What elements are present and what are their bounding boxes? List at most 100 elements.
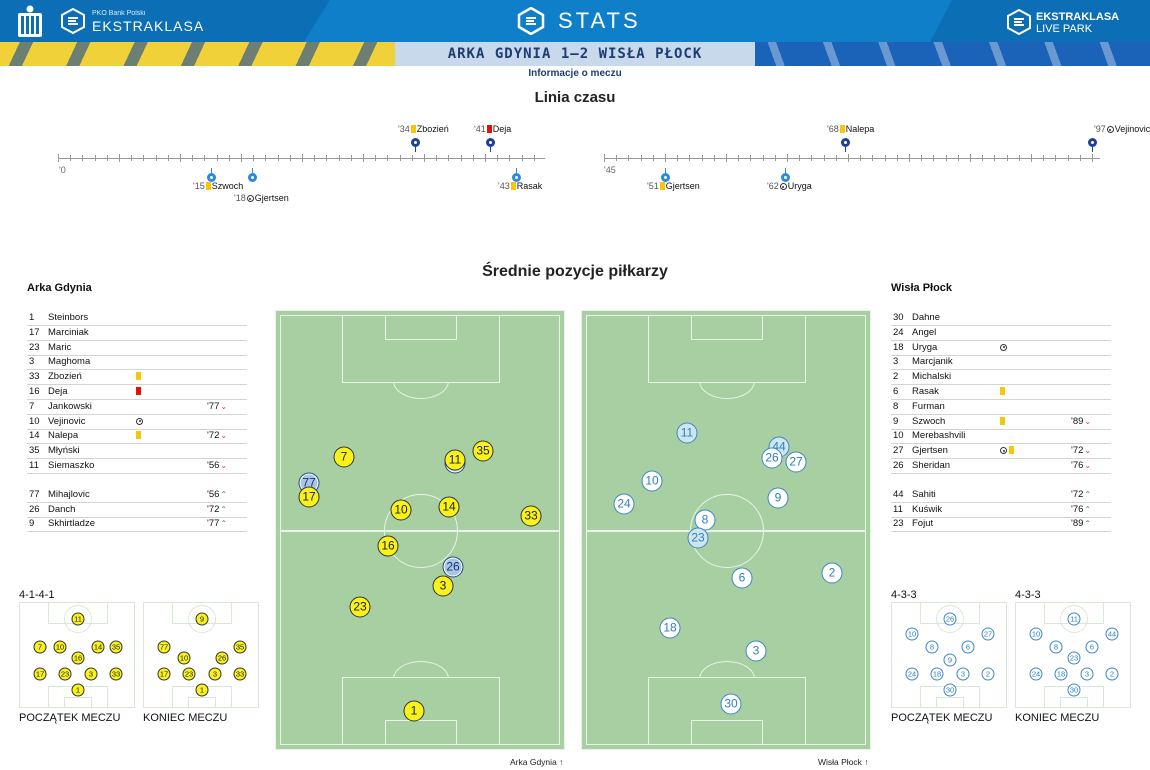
pin-head — [1088, 138, 1097, 147]
roster-row[interactable]: 35 Młyński — [27, 444, 247, 460]
home-player-dot[interactable]: 26 — [442, 556, 464, 578]
event-minute: '43 — [498, 181, 510, 191]
home-start-caption[interactable]: POCZĄTEK MECZU — [19, 712, 121, 724]
timeline-pin-e43[interactable] — [512, 168, 521, 182]
home-player-dot[interactable]: 1 — [403, 700, 425, 722]
substitution-in: '89⌃ — [1071, 517, 1091, 531]
timeline-tick — [689, 155, 690, 161]
home-player-dot[interactable]: 14 — [438, 496, 460, 518]
home-player-dot[interactable]: 3 — [432, 575, 454, 597]
roster-row[interactable]: 30 Dahne — [891, 311, 1111, 326]
away-player-dot[interactable]: 6 — [731, 567, 753, 589]
timeline-event-label[interactable]: '15 Szwoch — [193, 181, 243, 191]
sub-minute: '56 — [207, 460, 220, 471]
roster-row[interactable]: 18 Uryga — [891, 341, 1111, 356]
player-number: 23 — [893, 518, 904, 530]
live-park-line-2: LIVE PARK — [1036, 23, 1093, 35]
yellow-card-icon — [839, 125, 845, 133]
timeline-event-label[interactable]: '43 Rasak — [498, 181, 542, 191]
roster-sub-row[interactable]: 44 Sahiti '72⌃ — [891, 488, 1111, 503]
away-player-dot[interactable]: 27 — [785, 451, 807, 473]
timeline-tick — [290, 155, 291, 161]
home-player-dot[interactable]: 11 — [444, 449, 466, 471]
home-player-dot[interactable]: 7 — [333, 446, 355, 468]
timeline-pin-e41[interactable] — [486, 138, 495, 152]
timeline-tick — [156, 155, 157, 161]
timeline-event-label[interactable]: '62 Uryga — [767, 181, 812, 191]
mini-goal-bottom — [936, 697, 964, 708]
roster-row[interactable]: 27 Gjertsen '72⌄ — [891, 444, 1111, 460]
roster-sub-row[interactable]: 26 Danch '72⌃ — [27, 503, 247, 518]
roster-sub-row[interactable]: 23 Fojut '89⌃ — [891, 517, 1111, 533]
roster-sub-row[interactable]: 77 Mihajlovic '56⌃ — [27, 488, 247, 503]
timeline-pin-e18[interactable] — [248, 168, 257, 182]
roster-row[interactable]: 10 Vejinovic — [27, 415, 247, 430]
roster-row[interactable]: 1 Steinbors — [27, 311, 247, 326]
timeline-tick — [641, 155, 642, 161]
roster-row[interactable]: 23 Maric — [27, 341, 247, 356]
timeline-tick — [1068, 155, 1069, 161]
away-player-dot[interactable]: 9 — [767, 487, 789, 509]
home-end-caption[interactable]: KONIEC MECZU — [143, 712, 228, 724]
pko-logo-icon[interactable] — [18, 5, 42, 37]
timeline-event-label[interactable]: '51 Gjertsen — [647, 181, 700, 191]
roster-row[interactable]: 11 Siemaszko '56⌄ — [27, 459, 247, 474]
timeline-pin-e34[interactable] — [411, 138, 420, 152]
roster-sub-row[interactable]: 9 Skhirtladze '77⌃ — [27, 517, 247, 533]
roster-row[interactable]: 7 Jankowski '77⌄ — [27, 400, 247, 415]
home-player-dot[interactable]: 16 — [377, 535, 399, 557]
roster-row[interactable]: 10 Merebashvili — [891, 429, 1111, 445]
timeline-event-label[interactable]: '18 Gjertsen — [234, 193, 289, 203]
home-player-dot[interactable]: 23 — [349, 596, 371, 618]
timeline-event-label[interactable]: '34 Zbozień — [398, 124, 449, 134]
roster-row[interactable]: 9 Szwoch '89⌄ — [891, 415, 1111, 430]
timeline-tick — [726, 154, 727, 162]
away-player-dot[interactable]: 2 — [821, 562, 843, 584]
player-event-icons — [999, 415, 1006, 429]
roster-sub-row[interactable]: 11 Kuświk '76⌃ — [891, 503, 1111, 518]
timeline-tick — [775, 155, 776, 161]
timeline-event-label[interactable]: '68 Nalepa — [827, 124, 874, 134]
home-player-dot[interactable]: 35 — [472, 440, 494, 462]
live-park-logo-icon[interactable] — [1006, 9, 1032, 35]
away-player-dot[interactable]: 18 — [659, 617, 681, 639]
away-player-dot[interactable]: 11 — [676, 422, 698, 444]
home-player-dot[interactable]: 10 — [390, 499, 412, 521]
roster-row[interactable]: 3 Marcjanik — [891, 355, 1111, 371]
timeline-event-label[interactable]: '97 Vejinovic — [1094, 124, 1150, 134]
timeline-pin-e51[interactable] — [661, 168, 670, 182]
roster-row[interactable]: 2 Michalski — [891, 370, 1111, 386]
match-info-link[interactable]: Informacje o meczu — [528, 68, 622, 79]
away-start-caption[interactable]: POCZĄTEK MECZU — [891, 712, 993, 724]
roster-row[interactable]: 6 Rasak — [891, 385, 1111, 400]
home-player-dot[interactable]: 33 — [520, 505, 542, 527]
home-formation-dot: 17 — [33, 667, 47, 681]
away-end-caption[interactable]: KONIEC MECZU — [1015, 712, 1100, 724]
away-player-dot[interactable]: 24 — [613, 493, 635, 515]
timeline-event-label[interactable]: '41 Deja — [474, 124, 511, 134]
home-player-dot[interactable]: 17 — [298, 486, 320, 508]
roster-row[interactable]: 24 Angel — [891, 326, 1111, 341]
chevron-up-icon: ⌃ — [220, 504, 228, 514]
timeline-pin-e97[interactable] — [1088, 138, 1097, 152]
roster-row[interactable]: 26 Sheridan '76⌄ — [891, 459, 1111, 474]
away-player-dot[interactable]: 30 — [720, 693, 742, 715]
top-header: PKO Bank Polski EKSTRAKLASA STATS EKSTRA… — [0, 0, 1150, 42]
player-name: Furman — [912, 400, 945, 412]
timeline-pin-e68[interactable] — [841, 138, 850, 152]
roster-row[interactable]: 33 Zbozień — [27, 370, 247, 386]
roster-row[interactable]: 8 Furman — [891, 400, 1111, 415]
ekstraklasa-logo-icon[interactable] — [60, 8, 86, 34]
timeline-pin-e15[interactable] — [207, 168, 216, 182]
roster-row[interactable]: 14 Nalepa '72⌄ — [27, 429, 247, 445]
away-player-dot[interactable]: 3 — [745, 640, 767, 662]
away-player-dot[interactable]: 23 — [687, 527, 709, 549]
roster-row[interactable]: 3 Maghoma — [27, 355, 247, 371]
timeline-pin-e62[interactable] — [781, 168, 790, 182]
sub-minute: '72 — [207, 430, 220, 442]
roster-row[interactable]: 17 Marciniak — [27, 326, 247, 341]
chevron-down-icon: ⌄ — [1084, 446, 1092, 456]
away-player-dot[interactable]: 10 — [641, 470, 663, 492]
roster-row[interactable]: 16 Deja — [27, 385, 247, 400]
away-player-dot[interactable]: 26 — [761, 447, 783, 469]
